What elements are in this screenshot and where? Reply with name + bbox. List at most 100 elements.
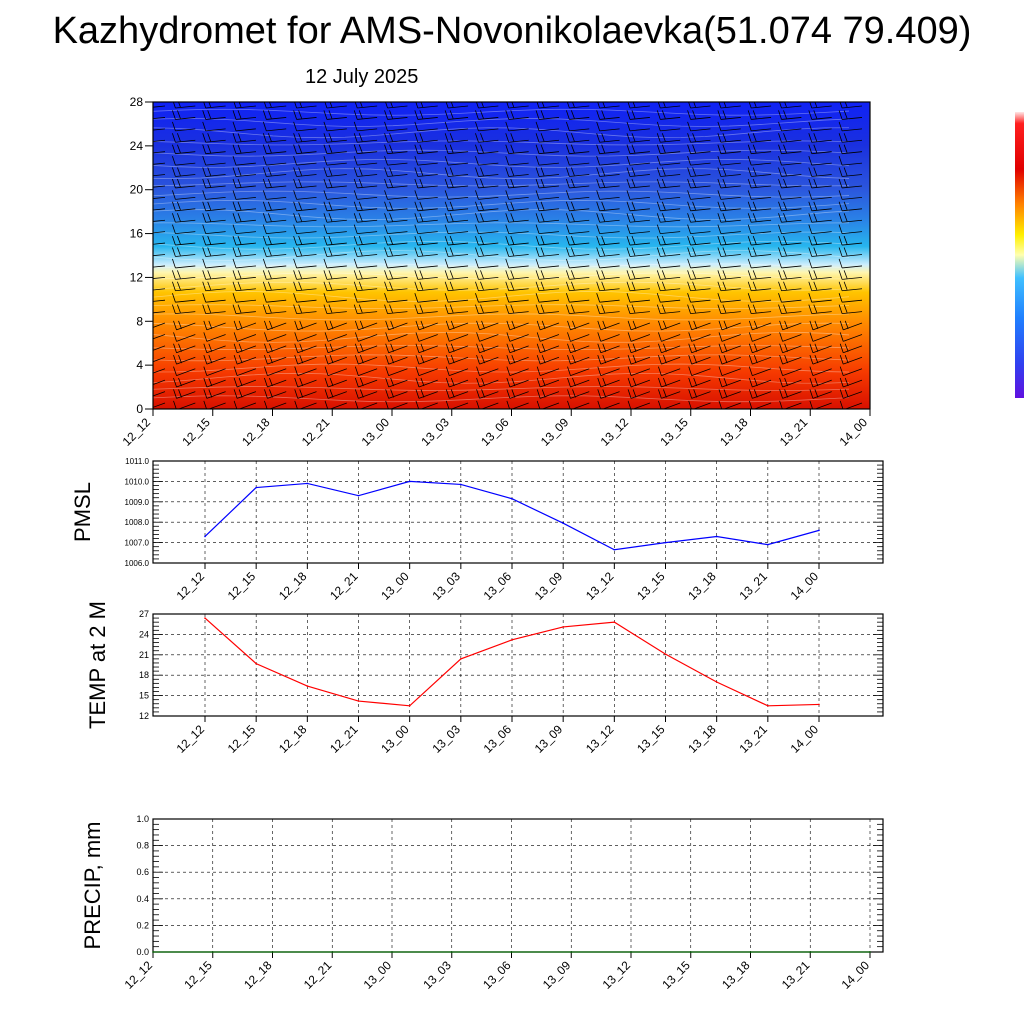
y-axis-title: TEMP at 2 M — [85, 601, 110, 729]
wind-barb — [262, 133, 287, 143]
contour-line — [153, 313, 850, 321]
wind-barb — [627, 366, 651, 376]
wind-barb — [353, 121, 378, 132]
wind-barb — [233, 332, 257, 342]
data-point — [306, 685, 309, 687]
wind-barb — [778, 247, 802, 257]
wind-barb — [567, 389, 590, 399]
wind-barb — [262, 281, 287, 292]
y-tick-label: 0 — [136, 402, 143, 416]
wind-barb — [839, 320, 863, 331]
wind-barb — [354, 389, 378, 399]
wind-barb — [808, 144, 832, 155]
wind-barb — [838, 155, 863, 166]
wind-barb — [353, 178, 378, 189]
wind-barb — [262, 304, 287, 315]
wind-barb — [293, 213, 317, 223]
wind-barb — [293, 133, 317, 143]
wind-barb — [476, 343, 499, 354]
wind-barb — [535, 247, 559, 257]
wind-barb — [172, 247, 196, 257]
contour-line — [153, 199, 850, 209]
wind-barb — [718, 102, 741, 109]
wind-barb — [475, 155, 499, 166]
x-tick-label: 13_06 — [481, 569, 515, 603]
wind-barb — [323, 144, 347, 155]
wind-barb — [779, 343, 802, 354]
chart-title: Kazhydromet for AMS-Novonikolaevka(51.07… — [52, 10, 972, 52]
wind-barb — [293, 224, 317, 235]
x-tick-label: 14_00 — [788, 722, 822, 756]
wind-barb — [748, 389, 772, 399]
wind-barb — [838, 144, 863, 155]
wind-barb — [444, 224, 469, 235]
data-point — [818, 529, 820, 532]
wind-barb — [627, 377, 651, 388]
wind-barb — [717, 270, 741, 280]
data-point — [255, 486, 257, 489]
wind-barb — [838, 110, 863, 120]
wind-barb — [232, 293, 256, 303]
wind-barb — [747, 155, 772, 166]
wind-barb — [687, 155, 711, 166]
x-tick-label: 12_15 — [179, 415, 213, 449]
wind-barb — [779, 377, 802, 388]
contour-line — [153, 250, 850, 261]
wind-barb — [506, 366, 529, 376]
wind-barb — [173, 366, 196, 376]
wind-barb — [808, 224, 832, 235]
wind-barb — [656, 213, 681, 223]
wind-barb — [838, 133, 863, 143]
wind-barb — [748, 355, 772, 365]
wind-barb — [535, 201, 559, 212]
wind-barb — [445, 320, 469, 331]
wind-barb — [627, 343, 651, 354]
wind-barb — [414, 110, 438, 120]
x-tick-label: 12_18 — [241, 958, 275, 992]
wind-barb — [778, 133, 802, 143]
wind-barb — [203, 377, 226, 388]
wind-barb — [778, 201, 802, 212]
wind-barb — [687, 235, 711, 246]
wind-barb — [232, 304, 256, 315]
wind-barb — [172, 178, 196, 189]
wind-barb — [202, 235, 226, 246]
wind-barb — [444, 247, 469, 257]
wind-barb — [414, 190, 438, 200]
wind-barb — [505, 235, 529, 246]
wind-barb — [687, 190, 711, 200]
wind-barb — [415, 102, 438, 109]
wind-barb — [324, 102, 347, 109]
wind-barb — [838, 270, 863, 280]
wind-barb — [626, 155, 650, 166]
wind-barb — [445, 102, 469, 109]
x-tick-label: 13_18 — [685, 722, 719, 756]
wind-barb — [475, 121, 499, 132]
wind-barb — [384, 144, 408, 155]
wind-barb — [264, 389, 287, 399]
wind-barb — [717, 155, 741, 166]
wind-barb — [475, 281, 499, 292]
wind-barb — [627, 355, 651, 365]
wind-barb — [444, 121, 469, 132]
wind-barb — [153, 208, 166, 211]
wind-barb — [808, 247, 832, 257]
contour-line — [153, 108, 850, 116]
wind-barb — [535, 258, 559, 269]
wind-barb — [597, 355, 620, 365]
wind-barb — [596, 178, 620, 189]
y-tick-label: 21 — [139, 650, 149, 660]
wind-barb — [565, 247, 590, 257]
y-tick-label: 1009.0 — [125, 498, 150, 507]
x-tick-label: 13_09 — [532, 722, 566, 756]
wind-barb — [779, 366, 802, 376]
wind-barb — [626, 235, 650, 246]
wind-barb — [172, 133, 196, 143]
wind-barb — [153, 322, 166, 328]
wind-barb — [444, 270, 469, 280]
y-tick-label: 15 — [139, 691, 149, 701]
wind-barb — [353, 258, 378, 269]
wind-barb — [445, 343, 469, 354]
wind-barb — [414, 155, 438, 166]
